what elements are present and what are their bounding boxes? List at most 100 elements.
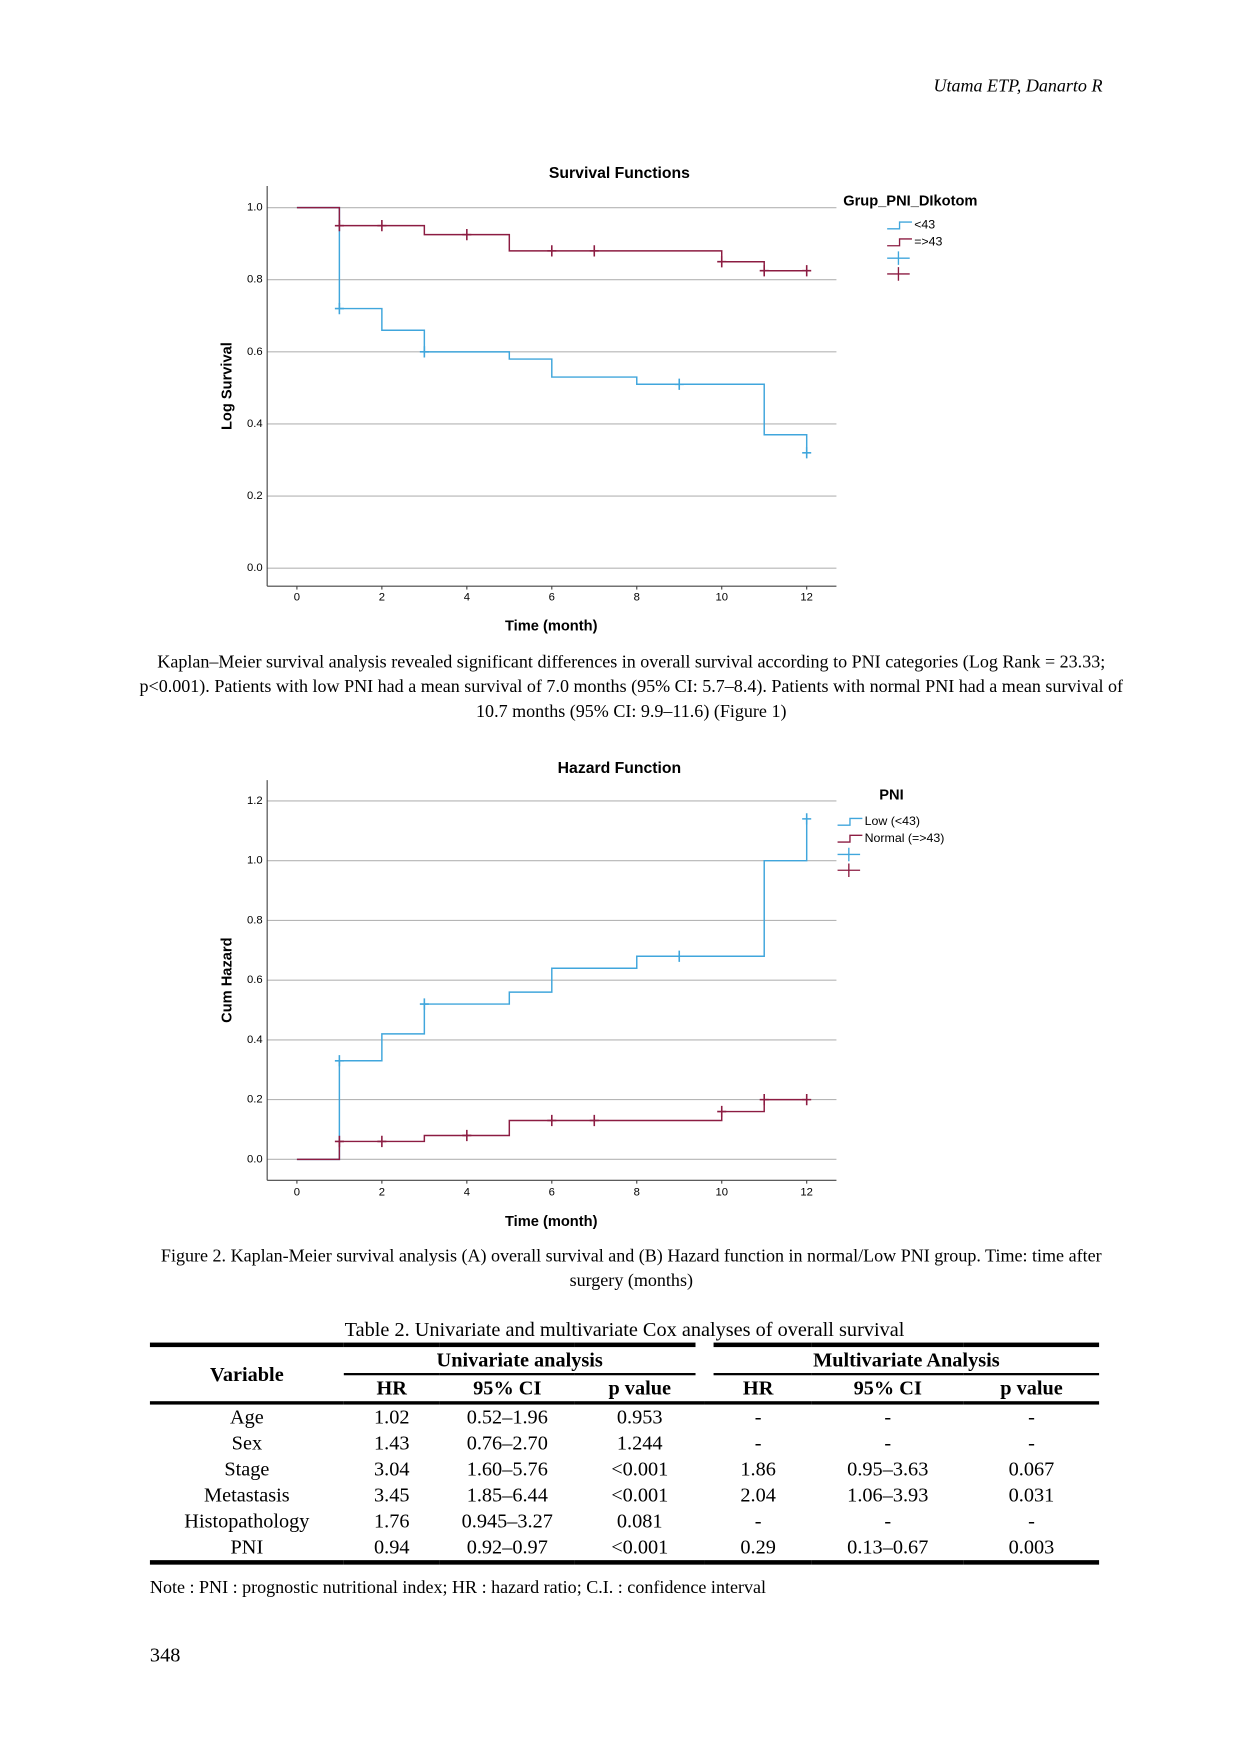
running-header: Utama ETP, Danarto R	[933, 76, 1103, 96]
table-cell: 0.067	[1008, 1457, 1055, 1481]
censor-mark	[334, 1055, 344, 1067]
table-row: Histopathology 1.76 0.945–3.27 0.081 - - -	[150, 1508, 1099, 1534]
table-cell: -	[884, 1431, 892, 1455]
legend-swatch	[887, 221, 912, 230]
table-cell: 0.13–0.67	[847, 1535, 929, 1558]
x-tick-label: 6	[549, 591, 555, 603]
table-cell: -	[754, 1431, 762, 1455]
censor-mark	[717, 256, 727, 268]
header-row: Variable Univariate analysis Multivariate …	[150, 1344, 1100, 1385]
censor-mark	[419, 998, 429, 1010]
table-cell: PNI	[230, 1535, 264, 1558]
results-table: Variable Univariate analysis Multivariate …	[149, 1342, 1100, 1565]
censor-mark	[802, 813, 812, 825]
x-axis-label: Time (month)	[505, 619, 598, 635]
table-cell: 0.95–3.63	[847, 1457, 929, 1481]
column-header: p value	[608, 1376, 672, 1399]
x-tick-label: 10	[715, 1187, 728, 1199]
table-note: Note : PNI : prognostic nutritional inde…	[149, 1578, 767, 1598]
table-cell: 0.003	[1008, 1535, 1055, 1558]
column-header: HR	[742, 1376, 774, 1399]
censor-mark	[674, 950, 684, 962]
x-tick-label: 4	[464, 1187, 470, 1199]
y-tick-label: 0.0	[247, 1153, 263, 1165]
table-cell: 0.945–3.27	[461, 1509, 553, 1532]
table-cell: 0.031	[1008, 1483, 1055, 1507]
table-cell: -	[884, 1509, 892, 1532]
y-axis-label: Log Survival	[220, 342, 236, 430]
table-cell: <0.001	[611, 1457, 669, 1481]
table-cell: 1.06–3.93	[847, 1483, 929, 1507]
y-tick-label: 0.4	[247, 418, 263, 430]
table-cell: 3.04	[373, 1457, 410, 1481]
table-cell: Age	[229, 1405, 264, 1429]
group-header: Univariate analysis	[343, 1344, 714, 1376]
survival-step-line	[296, 206, 808, 453]
censor-mark	[802, 447, 812, 459]
x-tick-label: 10	[715, 591, 728, 603]
y-tick-label: 0.6	[247, 974, 263, 986]
legend-title: Grup_PNI_DIkotom	[843, 194, 977, 210]
legend-swatch	[837, 817, 863, 826]
figures: Survival Functions 0.0 0.2 0.4 0.6 0.8 1.0 0 2 4 6…	[220, 165, 978, 1230]
column-header: 95% CI	[473, 1376, 542, 1399]
table-cell: -	[1028, 1405, 1035, 1429]
figure-caption: Figure 2. Kaplan-Meier survival analysis…	[160, 1246, 1102, 1291]
censor-mark	[589, 1114, 599, 1127]
table-cell: <0.001	[611, 1535, 669, 1558]
table-cell: -	[754, 1509, 762, 1532]
survival-step-line	[296, 206, 807, 272]
table-row: Sex 1.43 0.76–2.70 1.244 - - -	[150, 1431, 1099, 1457]
x-tick-label: 12	[800, 591, 813, 603]
legend-label: <43	[914, 218, 935, 232]
y-axis-label: Cum Hazard	[220, 937, 236, 1022]
legend-swatch	[837, 834, 863, 843]
censor-mark	[334, 1135, 344, 1148]
y-tick-label: 0.2	[247, 1094, 263, 1106]
censor-mark	[674, 378, 684, 390]
censor-mark	[419, 346, 429, 358]
table-cell: 0.92–0.97	[466, 1535, 548, 1558]
x-tick-label: 0	[294, 591, 300, 603]
censor-mark	[334, 220, 344, 232]
censor-mark	[547, 245, 557, 257]
legend-title: PNI	[879, 788, 903, 804]
x-tick-label: 8	[634, 1187, 640, 1199]
legend-censor-symbol	[887, 267, 910, 281]
group-header: Multivariate Analysis	[695, 1344, 1100, 1376]
x-tick-label: 0	[294, 1187, 300, 1199]
column-header: 95% CI	[853, 1376, 922, 1399]
table-cell: 0.76–2.70	[466, 1431, 548, 1455]
censor-mark	[802, 265, 812, 277]
x-tick-label: 2	[379, 1187, 385, 1199]
table-cell: Stage	[224, 1457, 270, 1481]
table-row: Age 1.02 0.52–1.96 0.953 - - -	[150, 1403, 1099, 1431]
table-cell: 0.953	[616, 1405, 663, 1429]
table-cell: 1.85–6.44	[466, 1483, 548, 1507]
y-tick-label: 0.4	[247, 1034, 263, 1046]
table-cell: 2.04	[740, 1483, 776, 1507]
censor-mark	[802, 1093, 812, 1106]
legend-label: Low (<43)	[865, 814, 920, 828]
censor-mark	[759, 1093, 769, 1106]
y-tick-label: 0.0	[247, 562, 263, 574]
header-row: HR 95% CI p value HR 95% CI p value	[150, 1374, 1099, 1403]
censor-mark	[462, 1129, 472, 1142]
y-tick-label: 0.2	[247, 490, 263, 502]
legend-label: =>43	[914, 235, 942, 249]
table-cell: 0.52–1.96	[466, 1405, 548, 1429]
table-row: PNI 0.94 0.92–0.97 <0.001 0.29 0.13–0.67 0.003	[150, 1534, 1099, 1562]
table-cell: 0.081	[616, 1509, 663, 1532]
y-tick-label: 1.2	[247, 795, 263, 807]
legend-censor-symbol	[837, 863, 861, 878]
survival-step-line	[296, 818, 808, 1161]
y-tick-label: 0.6	[247, 346, 263, 358]
table-row: Stage 3.04 1.60–5.76 <0.001 1.86 0.95–3.63 0.0…	[150, 1456, 1099, 1482]
legend-censor-symbol	[887, 251, 910, 265]
table-cell: Histopathology	[184, 1509, 310, 1532]
censor-mark	[717, 1105, 727, 1118]
table-cell: 1.60–5.76	[466, 1457, 548, 1481]
y-tick-label: 1.0	[247, 202, 263, 214]
table-cell: 1.76	[373, 1509, 410, 1532]
